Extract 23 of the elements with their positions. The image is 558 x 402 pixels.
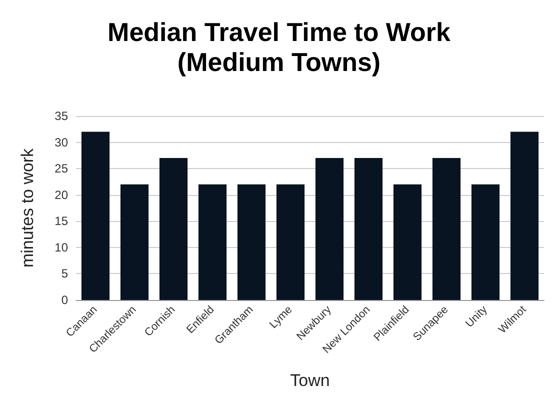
bar bbox=[510, 132, 539, 300]
y-tick-label: 0 bbox=[61, 293, 68, 307]
y-tick-label: 20 bbox=[54, 188, 68, 202]
bar bbox=[198, 184, 227, 300]
y-tick-label: 35 bbox=[54, 109, 68, 123]
bar bbox=[276, 184, 305, 300]
y-axis-title: minutes to work bbox=[18, 148, 37, 268]
bar bbox=[354, 158, 383, 300]
y-tick-label: 15 bbox=[54, 214, 68, 228]
bar bbox=[237, 184, 266, 300]
x-axis-title: Town bbox=[290, 371, 330, 390]
y-tick-label: 10 bbox=[54, 240, 68, 254]
y-tick-label: 25 bbox=[54, 162, 68, 176]
bar bbox=[81, 132, 110, 300]
chart-title: Median Travel Time to Work (Medium Towns) bbox=[108, 17, 451, 77]
bar bbox=[471, 184, 500, 300]
bar bbox=[432, 158, 461, 300]
bar bbox=[315, 158, 344, 300]
y-tick-label: 30 bbox=[54, 135, 68, 150]
bar bbox=[393, 184, 422, 300]
bar bbox=[120, 184, 149, 300]
bar bbox=[159, 158, 188, 300]
y-tick-label: 5 bbox=[61, 266, 68, 281]
